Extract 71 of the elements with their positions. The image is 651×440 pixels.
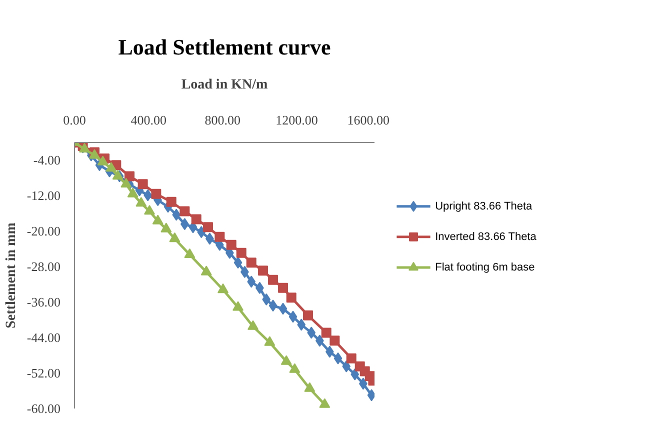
point bbox=[232, 301, 244, 311]
point bbox=[247, 276, 256, 288]
legend-label: Flat footing 6m base bbox=[435, 262, 535, 274]
legend-label: Inverted 83.66 Theta bbox=[435, 230, 538, 243]
y-tick-label: -12.00 bbox=[26, 188, 61, 204]
y-tick-label: -4.00 bbox=[33, 152, 61, 168]
point bbox=[248, 320, 259, 330]
point bbox=[160, 222, 172, 232]
point bbox=[138, 179, 148, 190]
point bbox=[180, 206, 190, 216]
point bbox=[197, 226, 206, 238]
point bbox=[184, 248, 196, 258]
point bbox=[97, 156, 108, 166]
point bbox=[321, 328, 332, 338]
point bbox=[246, 258, 256, 268]
point bbox=[226, 240, 236, 250]
point bbox=[136, 196, 147, 207]
point bbox=[172, 208, 181, 221]
point bbox=[106, 162, 117, 172]
y-tick-label: -20.00 bbox=[26, 224, 61, 239]
point bbox=[262, 293, 271, 306]
point bbox=[304, 382, 316, 392]
point bbox=[278, 282, 288, 293]
point bbox=[203, 222, 214, 232]
point bbox=[166, 196, 176, 207]
legend-label: Upright 83.66 Theta bbox=[435, 200, 534, 212]
x-tick-label: 1600.00 bbox=[347, 112, 390, 128]
point bbox=[112, 170, 124, 180]
point bbox=[342, 360, 351, 372]
x-tick-label: 400.00 bbox=[130, 112, 166, 128]
point bbox=[214, 232, 225, 242]
point bbox=[144, 204, 155, 215]
point bbox=[303, 310, 314, 320]
y-tick-label: -52.00 bbox=[26, 366, 61, 381]
point bbox=[191, 214, 202, 224]
point bbox=[236, 248, 246, 258]
point bbox=[280, 355, 292, 365]
point bbox=[151, 188, 162, 199]
chart-title: Load Settlement curve bbox=[118, 34, 332, 60]
point bbox=[120, 178, 132, 188]
point bbox=[307, 326, 316, 339]
x-tick-label: 800.00 bbox=[204, 112, 241, 128]
point bbox=[264, 336, 276, 346]
point bbox=[346, 353, 356, 364]
point bbox=[297, 318, 306, 331]
y-tick-label: -60.00 bbox=[26, 401, 61, 416]
x-tick-label: 0.00 bbox=[63, 112, 86, 128]
point bbox=[234, 256, 242, 269]
x-axis-title: Load in KN/m bbox=[181, 78, 268, 92]
point bbox=[200, 266, 212, 276]
y-tick-label: -44.00 bbox=[26, 330, 61, 346]
x-tick-label: 1200.00 bbox=[276, 112, 318, 128]
point bbox=[124, 171, 134, 182]
point bbox=[350, 368, 360, 380]
point bbox=[268, 300, 278, 312]
point bbox=[286, 292, 296, 303]
point bbox=[289, 363, 300, 373]
y-axis-title: Settlement in mm bbox=[4, 222, 19, 328]
y-tick-label: -36.00 bbox=[26, 294, 61, 310]
point bbox=[152, 214, 164, 224]
point bbox=[218, 283, 229, 294]
point bbox=[319, 398, 330, 408]
point bbox=[258, 266, 268, 276]
point bbox=[169, 232, 180, 242]
point bbox=[127, 188, 138, 198]
y-tick-label: -28.00 bbox=[26, 259, 61, 274]
point bbox=[330, 336, 340, 346]
point bbox=[288, 310, 298, 323]
point bbox=[278, 302, 288, 315]
point bbox=[268, 274, 278, 285]
point bbox=[334, 352, 342, 364]
